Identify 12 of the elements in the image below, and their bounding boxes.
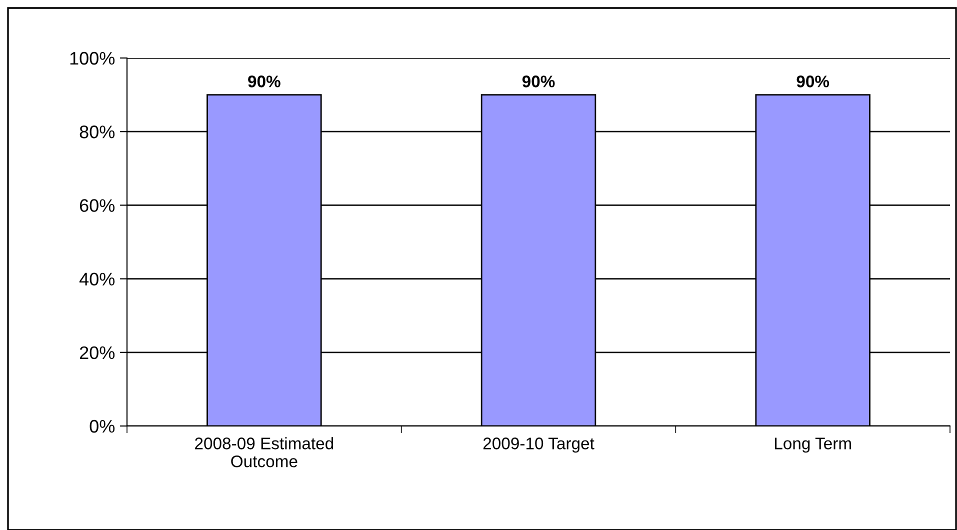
y-tick-label: 0% xyxy=(90,420,115,433)
y-tick-label: 100% xyxy=(70,52,115,65)
x-tick-label: 2008-09 Estimated Outcome xyxy=(195,437,334,468)
y-tick-label: 20% xyxy=(80,346,115,360)
y-tick-label: 80% xyxy=(80,126,115,138)
y-tick-label: 60% xyxy=(80,199,115,212)
data-label: 90% xyxy=(796,76,830,88)
data-label: 90% xyxy=(248,76,280,88)
x-tick-label: 2009-10 Target xyxy=(483,438,594,453)
y-tick-label: 40% xyxy=(79,272,115,286)
data-label: 90% xyxy=(522,76,555,88)
x-tick-label: Long Term xyxy=(774,438,851,453)
